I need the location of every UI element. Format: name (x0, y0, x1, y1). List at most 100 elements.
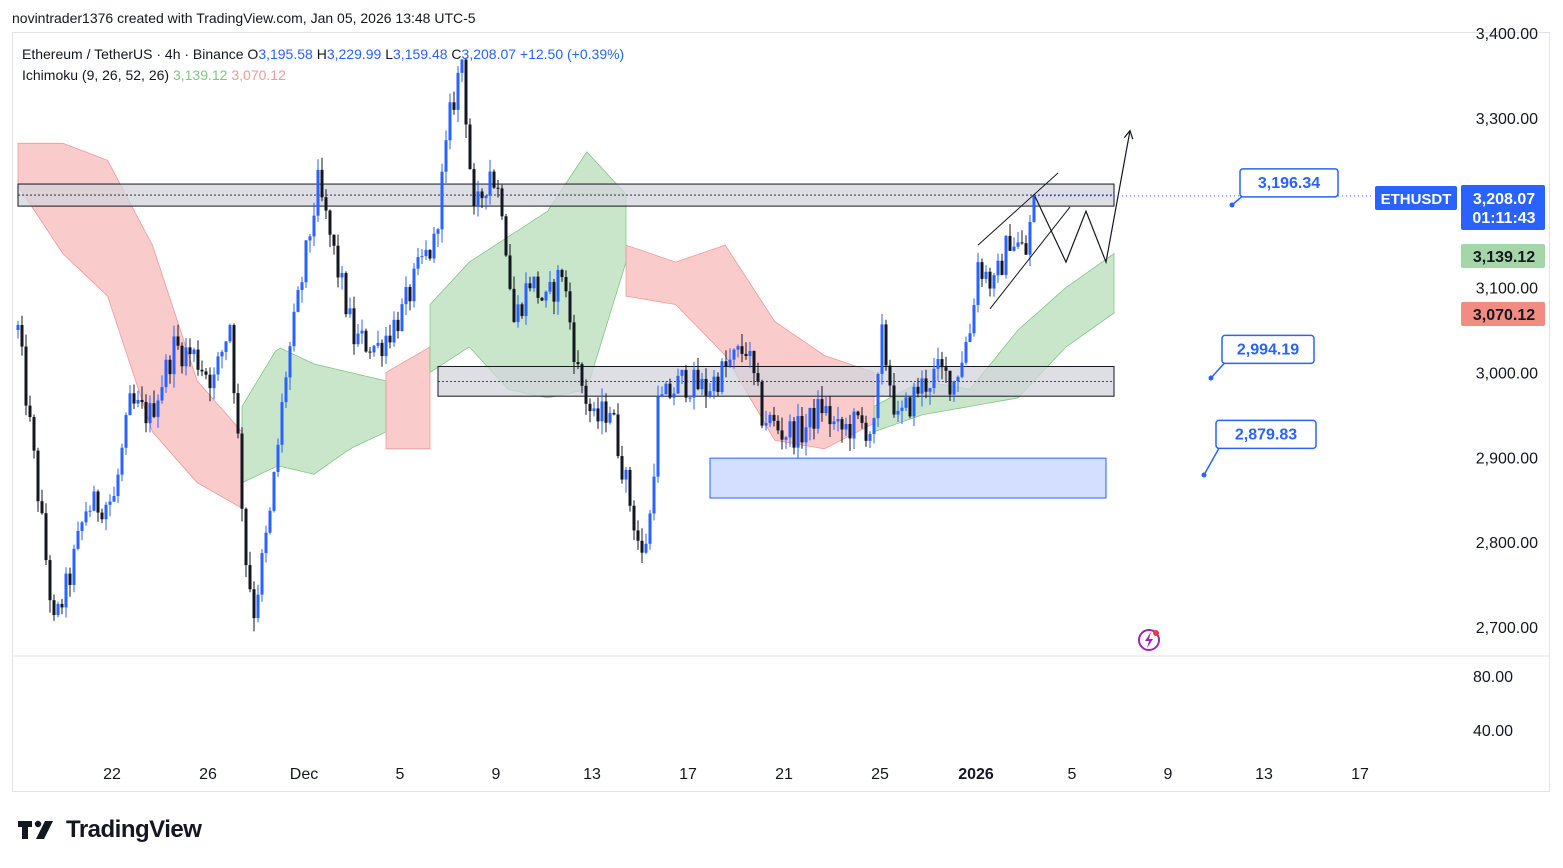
candle (864, 422, 868, 441)
candle (868, 434, 872, 441)
candle (140, 399, 144, 403)
candle (388, 335, 392, 343)
chart-legend: Ethereum / TetherUS · 4h · Binance O3,19… (22, 44, 624, 86)
candle (836, 419, 840, 422)
candle (312, 215, 316, 237)
candle (188, 347, 192, 355)
candle (484, 195, 488, 199)
candle (436, 229, 440, 234)
price-callout-1[interactable]: 2,994.19 (1208, 334, 1315, 381)
candle (192, 349, 196, 355)
x-tick-label: 22 (103, 766, 121, 783)
candle (696, 369, 700, 390)
candle (684, 369, 688, 398)
candle (560, 269, 564, 278)
candle (448, 102, 452, 141)
candle (248, 565, 252, 590)
candle (296, 289, 300, 312)
candle (48, 560, 52, 601)
footer: TradingView (16, 816, 202, 844)
candle (340, 273, 344, 278)
candle (24, 346, 28, 406)
candle (396, 319, 400, 332)
callout-box (1215, 419, 1317, 450)
candle (640, 540, 644, 553)
zone-demand (709, 457, 1107, 499)
candle (692, 369, 696, 398)
candle (744, 353, 748, 357)
candle (732, 349, 736, 360)
candle (264, 532, 268, 554)
ohlc-row: Ethereum / TetherUS · 4h · Binance O3,19… (22, 44, 624, 65)
candle (508, 255, 512, 289)
candle (944, 367, 948, 371)
candle (700, 378, 704, 390)
candle (780, 430, 784, 440)
candle (80, 522, 84, 531)
candle (92, 491, 96, 511)
candle (252, 589, 256, 619)
candle (268, 510, 272, 533)
projection-path (1033, 130, 1131, 265)
candle (848, 424, 852, 439)
candle (20, 324, 24, 347)
price-callout-0[interactable]: 3,196.34 (1229, 168, 1339, 208)
candle (828, 406, 832, 425)
symbol-badge-text: ETHUSDT (1381, 191, 1452, 208)
candle (60, 603, 64, 608)
candle (356, 333, 360, 345)
candle (612, 413, 616, 415)
candle (32, 417, 36, 451)
candle (536, 276, 540, 298)
candle (144, 402, 148, 424)
candle (148, 403, 152, 424)
candle (596, 408, 600, 422)
candle (716, 376, 720, 392)
candle (556, 269, 560, 302)
candle (124, 415, 128, 448)
candle (520, 304, 524, 316)
channel-upper-line (977, 172, 1059, 246)
indicator-price-badge-0: 3,139.12 (1461, 244, 1545, 268)
callout-label: 2,994.19 (1237, 341, 1299, 358)
x-tick-label: 5 (396, 766, 405, 783)
candle (160, 387, 164, 401)
symbol-title[interactable]: Ethereum / TetherUS · 4h · Binance (22, 46, 244, 62)
candle (64, 573, 68, 608)
candle (632, 505, 636, 531)
close-value: 3,208.07 (461, 46, 517, 62)
candle (244, 508, 248, 566)
candle (220, 351, 224, 357)
tradingview-brand[interactable]: TradingView (66, 816, 202, 843)
candle (44, 513, 48, 561)
y-tick-label: 2,800.00 (1476, 535, 1538, 552)
candle (316, 169, 320, 216)
candle (908, 397, 912, 417)
candle (116, 474, 120, 497)
candle (752, 350, 756, 374)
candle (952, 381, 956, 395)
candle (872, 418, 876, 435)
alerts-lightning-icon[interactable] (1138, 629, 1160, 651)
candle (884, 324, 888, 366)
candle (648, 513, 652, 544)
y-tick-label: 3,400.00 (1476, 26, 1538, 43)
high-value: 3,229.99 (326, 46, 382, 62)
candle (712, 376, 716, 392)
candle (976, 262, 980, 305)
callout-box (1239, 168, 1339, 198)
callout-label: 2,879.83 (1235, 426, 1297, 443)
candle (224, 341, 228, 352)
candle (204, 371, 208, 375)
indicator-row: Ichimoku (9, 26, 52, 26) 3,139.12 3,070.… (22, 65, 624, 86)
price-callout-2[interactable]: 2,879.83 (1201, 419, 1317, 478)
candle (172, 336, 176, 375)
candle (428, 249, 432, 259)
ichimoku-cloud-red-2 (385, 346, 431, 450)
indicator-name[interactable]: Ichimoku (9, 26, 52, 26) (22, 67, 170, 83)
candle (1008, 235, 1012, 251)
indicator-value-b: 3,070.12 (231, 67, 286, 83)
candle (212, 374, 216, 389)
candle (604, 401, 608, 423)
